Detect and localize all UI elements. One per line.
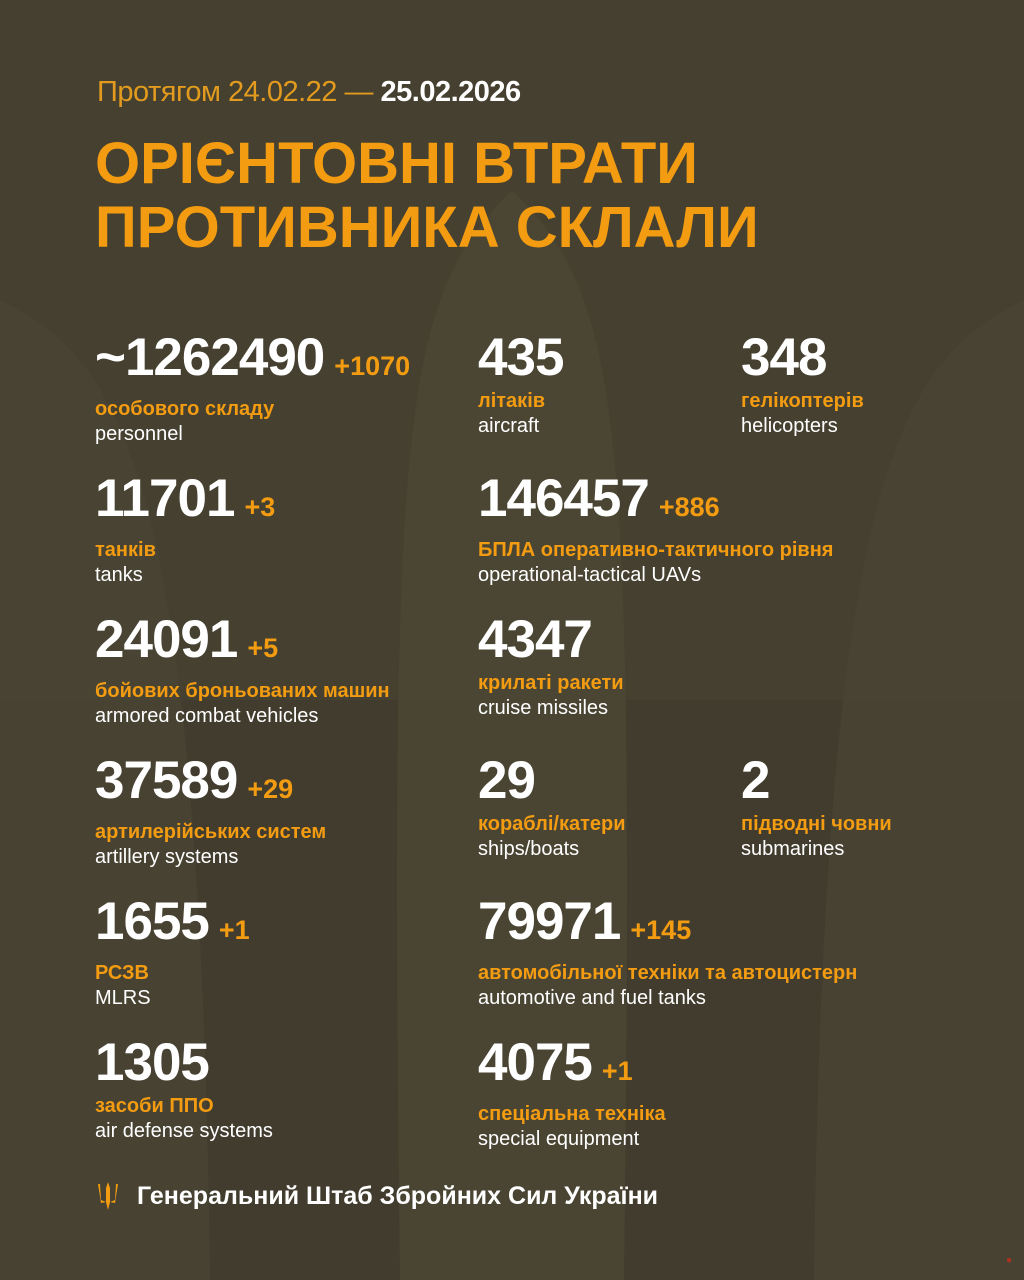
stat-label-en: submarines (741, 838, 845, 860)
stat-delta: +1070 (334, 351, 411, 381)
stat-value: 435 (478, 328, 564, 387)
stat-label-en: artillery systems (95, 846, 239, 868)
stat-label-ua: спеціальна техніка (478, 1103, 666, 1125)
stat-value: 146457 +886 (478, 471, 833, 535)
stat-number: 11701 (95, 469, 235, 528)
stat-number: 37589 (95, 751, 238, 810)
stat-value: ~1262490 +1070 (95, 330, 410, 394)
stat-value: 24091 +5 (95, 612, 390, 676)
stat-item: 37589 +29 артилерійських систем artillery… (95, 753, 326, 869)
stat-item: 29 кораблі/катери ships/boats (478, 753, 626, 861)
stat-label-ua: літаків (478, 390, 546, 412)
watermark-logo: ● (1005, 1255, 1012, 1266)
footer-text: Генеральний Штаб Збройних Сил України (137, 1181, 659, 1210)
stat-delta: +3 (244, 492, 276, 522)
stat-item: 146457 +886 БПЛА оперативно-тактичного рі… (478, 471, 833, 587)
period-prefix: Протягом 24.02.22 — (97, 76, 373, 108)
stat-number: 24091 (95, 610, 238, 669)
stat-number: 435 (478, 328, 564, 387)
stat-label-en: tanks (95, 564, 143, 586)
stat-label-ua: крилаті ракети (478, 672, 624, 694)
stat-item: 11701 +3 танків tanks (95, 471, 275, 587)
stat-label-ua: кораблі/катери (478, 813, 626, 835)
stat-number: 79971 (478, 892, 621, 951)
stat-value: 37589 +29 (95, 753, 326, 817)
stat-number: 146457 (478, 469, 650, 528)
title-line-1: ОРІЄНТОВНІ ВТРАТИ (95, 131, 698, 196)
stat-value: 1305 (95, 1035, 273, 1091)
stat-label-ua: артилерійських систем (95, 821, 327, 843)
stat-item: ~1262490 +1070 особового складу personnel (95, 330, 410, 446)
stat-label-en: air defense systems (95, 1120, 273, 1142)
stat-delta: +145 (630, 915, 692, 945)
stat-item: 79971 +145 автомобільної техніки та автоц… (478, 894, 857, 1010)
stat-label-ua: підводні човни (741, 813, 892, 835)
stat-number: ~1262490 (95, 328, 325, 387)
stat-label-ua: бойових броньованих машин (95, 680, 390, 702)
stat-label-ua: РСЗВ (95, 962, 149, 984)
stat-delta: +29 (247, 774, 294, 804)
stat-value: 4347 (478, 612, 624, 668)
stat-number: 4075 (478, 1033, 593, 1092)
stat-label-en: cruise missiles (478, 697, 609, 719)
stat-number: 4347 (478, 610, 593, 669)
stat-number: 1305 (95, 1033, 210, 1092)
page-title: ОРІЄНТОВНІ ВТРАТИ ПРОТИВНИКА СКЛАЛИ (95, 132, 759, 260)
stat-label-en: automotive and fuel tanks (478, 987, 706, 1009)
period-label: Протягом 24.02.22 — 25.02.2026 (97, 76, 521, 109)
footer: Генеральний Штаб Збройних Сил України (95, 1180, 658, 1212)
stat-label-en: MLRS (95, 987, 151, 1009)
stat-value: 11701 +3 (95, 471, 275, 535)
stat-delta: +886 (658, 492, 720, 522)
stat-label-en: helicopters (741, 415, 838, 437)
stat-item: 24091 +5 бойових броньованих машин armore… (95, 612, 390, 728)
stat-label-ua: автомобільної техніки та автоцистерн (478, 962, 858, 984)
stat-label-ua: гелікоптерів (741, 390, 864, 412)
stat-label-ua: особового складу (95, 398, 275, 420)
stat-value: 4075 +1 (478, 1035, 666, 1099)
trident-icon (98, 1182, 118, 1210)
stat-value: 2 (741, 753, 892, 809)
stat-label-ua: танків (95, 539, 156, 561)
stat-value: 348 (741, 330, 864, 386)
stat-number: 1655 (95, 892, 210, 951)
period-date: 25.02.2026 (380, 76, 522, 108)
stat-number: 29 (478, 751, 536, 810)
stat-value: 29 (478, 753, 626, 809)
stat-item: 348 гелікоптерів helicopters (741, 330, 864, 438)
stat-delta: +1 (601, 1056, 633, 1086)
stat-item: 1305 засоби ППО air defense systems (95, 1035, 273, 1143)
stat-label-ua: БПЛА оперативно-тактичного рівня (478, 539, 834, 561)
stat-item: 4075 +1 спеціальна техніка special equipm… (478, 1035, 666, 1151)
stat-delta: +1 (218, 915, 250, 945)
stat-label-en: personnel (95, 423, 183, 445)
stat-delta: +5 (247, 633, 279, 663)
stat-value: 1655 +1 (95, 894, 250, 958)
stat-label-en: ships/boats (478, 838, 580, 860)
stat-item: 4347 крилаті ракети cruise missiles (478, 612, 624, 720)
stat-number: 2 (741, 751, 771, 810)
stat-label-en: armored combat vehicles (95, 705, 319, 727)
stat-value: 79971 +145 (478, 894, 857, 958)
stat-item: 1655 +1 РСЗВ MLRS (95, 894, 250, 1010)
stat-number: 348 (741, 328, 827, 387)
title-line-2: ПРОТИВНИКА СКЛАЛИ (95, 195, 759, 260)
stat-label-en: operational-tactical UAVs (478, 564, 702, 586)
stat-label-ua: засоби ППО (95, 1095, 214, 1117)
stat-label-en: aircraft (478, 415, 540, 437)
stat-label-en: special equipment (478, 1128, 640, 1150)
stat-item: 2 підводні човни submarines (741, 753, 892, 861)
stat-item: 435 літаків aircraft (478, 328, 564, 438)
